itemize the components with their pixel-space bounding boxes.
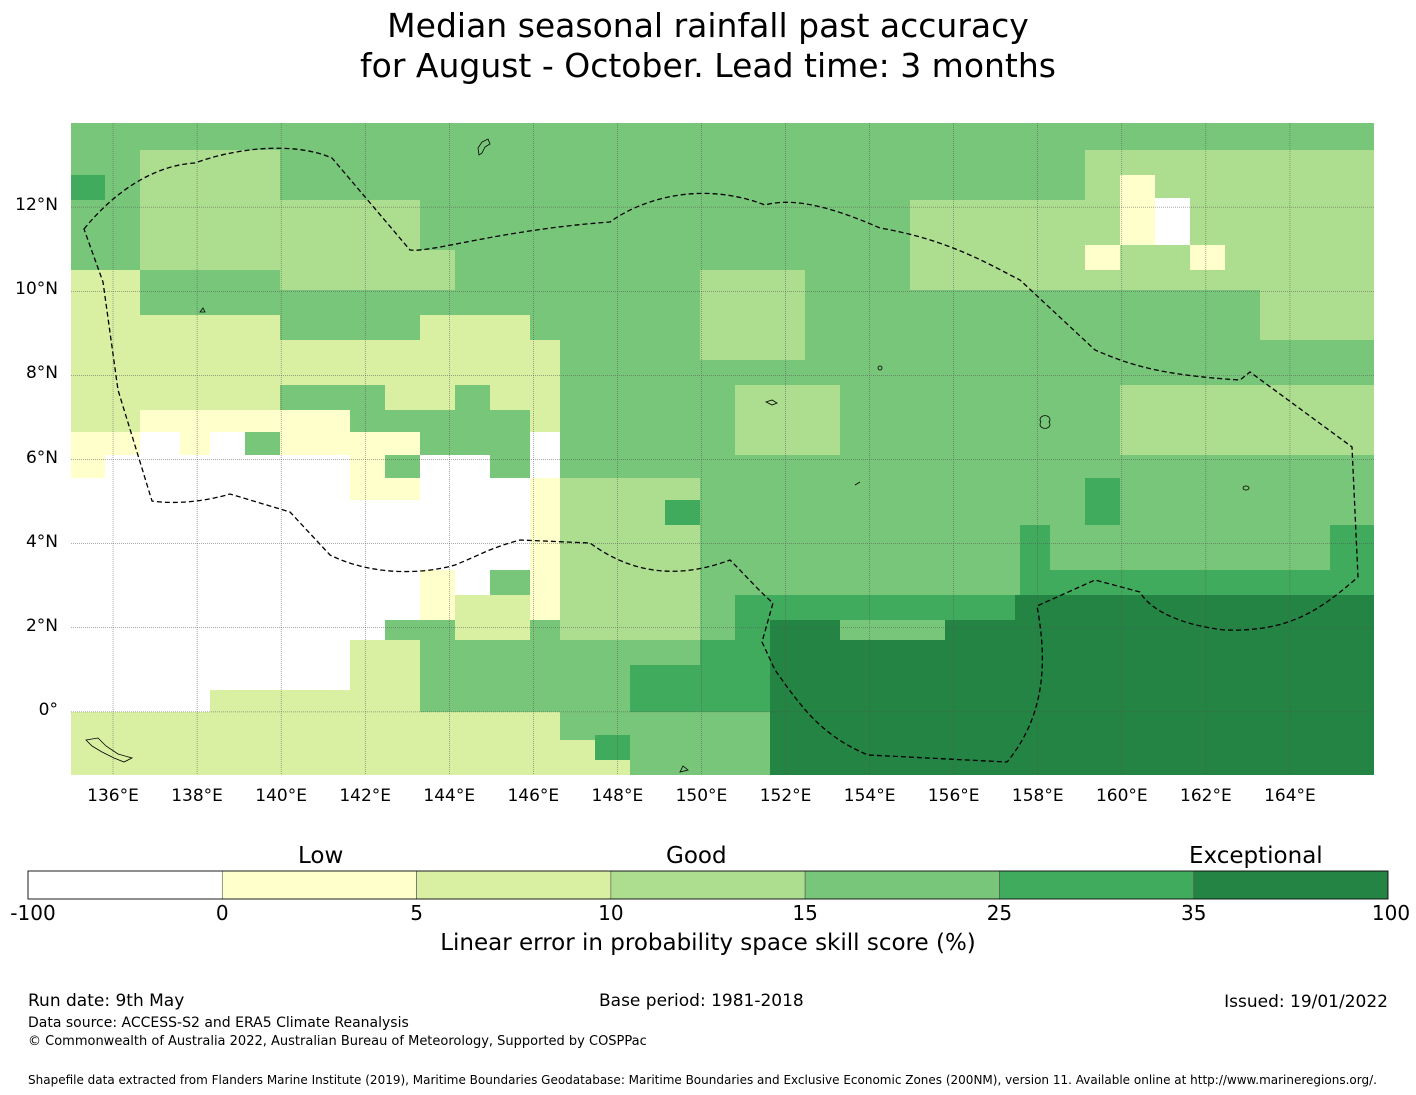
map-gridlines — [71, 123, 1374, 775]
lon-label: 136°E — [87, 786, 139, 806]
cell-region-yellow-south-2 — [420, 570, 455, 620]
cell-region-green-35 — [630, 525, 1374, 712]
cell-region-yellow-mid — [245, 410, 420, 478]
category-exceptional: Exceptional — [1189, 843, 1323, 869]
colorbar-swatch — [610, 870, 806, 900]
cell-region-midgreen-c — [910, 200, 1120, 290]
colorbar-tick-label: 35 — [1180, 901, 1207, 925]
lon-label: 164°E — [1264, 786, 1316, 806]
cell-region-yellow-ne — [1120, 175, 1155, 245]
colorbar-swatch — [221, 870, 417, 900]
lon-label: 150°E — [675, 786, 728, 806]
lon-label: 142°E — [339, 786, 392, 806]
lat-label: 12°N — [15, 195, 58, 216]
lon-label: 152°E — [759, 786, 812, 806]
cell-region-green-35-c — [665, 500, 700, 525]
colorbar-tick-label: 10 — [598, 901, 624, 925]
category-low: Low — [298, 843, 344, 869]
cell-region-green-35-b — [1085, 478, 1120, 525]
coastline-atoll-1 — [199, 307, 206, 313]
coastline-chuuk — [1039, 415, 1051, 429]
cell-region-midgreen-b — [700, 270, 805, 360]
cell-region-midgreen-f — [1120, 385, 1374, 455]
lat-label: 6°N — [25, 447, 58, 468]
cell-region-yellow-ne-2 — [1190, 245, 1225, 270]
skill-cells — [71, 150, 1374, 775]
lon-label: 146°E — [507, 786, 560, 806]
lat-label: 4°N — [25, 531, 58, 552]
cell-region-lightgreen-a — [71, 270, 560, 432]
lon-label: 148°E — [591, 786, 644, 806]
map-title-line-1: Median seasonal rainfall past accuracy — [387, 6, 1029, 45]
colorbar-swatch — [804, 870, 1000, 900]
data-source: Data source: ACCESS-S2 and ERA5 Climate … — [28, 1015, 409, 1031]
colorbar-tick-label: 25 — [986, 901, 1013, 925]
coastline-atoll-5 — [877, 365, 883, 371]
lon-label: 160°E — [1095, 786, 1148, 806]
cell-region-yellow-west — [71, 410, 245, 478]
cell-region-yellow-south-4 — [530, 478, 595, 620]
colorbar-outline — [27, 870, 1389, 900]
colorbar-tick-label: 0 — [215, 901, 229, 925]
coastline-new-guinea — [85, 737, 134, 763]
coastline-pohnpei — [764, 399, 778, 406]
coastline-atoll-4 — [854, 481, 861, 486]
lat-label: 8°N — [25, 363, 58, 384]
cell-region-midgreen-g — [735, 385, 840, 455]
cell-region-lightgreen-b — [71, 640, 630, 775]
lon-label: 144°E — [423, 786, 476, 806]
cell-region-white-ne — [1155, 198, 1190, 245]
map-title-line-2: for August - October. Lead time: 3 month… — [360, 46, 1056, 85]
colorbar-swatch — [1193, 870, 1389, 900]
cell-region-midgreen-d — [1085, 150, 1374, 340]
coastline-atoll-2 — [1242, 485, 1250, 491]
cell-region-white — [71, 432, 560, 712]
cell-region-yellow-south — [350, 478, 420, 500]
lat-label: 10°N — [15, 279, 58, 300]
lon-label: 138°E — [171, 786, 223, 806]
cell-region-green-35-e — [595, 735, 630, 760]
colorbar-tick-label: -100 — [10, 901, 56, 925]
lat-label: 0° — [38, 699, 58, 720]
lon-label: 154°E — [843, 786, 896, 806]
base-period: Base period: 1981-2018 — [599, 991, 804, 1011]
colorbar-tick-label: 100 — [1371, 901, 1411, 925]
run-date: Run date: 9th May — [28, 991, 185, 1011]
cell-region-lightgreen-c — [455, 595, 530, 640]
category-good: Good — [666, 843, 727, 869]
cell-region-yellow-ne-3 — [1085, 245, 1120, 270]
colorbar-tick-label: 5 — [410, 901, 423, 925]
coastline-atoll-3 — [679, 765, 689, 773]
shapefile-credit: Shapefile data extracted from Flanders M… — [28, 1073, 1377, 1087]
lon-label: 140°E — [255, 786, 307, 806]
lon-label: 156°E — [927, 786, 980, 806]
lon-label: 158°E — [1011, 786, 1064, 806]
colorbar-tick-label: 15 — [792, 901, 818, 925]
colorbar-swatch — [999, 870, 1195, 900]
coastlines — [85, 138, 1250, 773]
lat-label: 2°N — [25, 615, 58, 636]
colorbar-swatch — [416, 870, 612, 900]
cell-region-green-100 — [770, 595, 1374, 775]
lon-label: 162°E — [1180, 786, 1232, 806]
colorbar-label: Linear error in probability space skill … — [440, 930, 976, 956]
colorbar-swatch — [27, 870, 223, 900]
colorbar — [27, 870, 1389, 900]
copyright: © Commonwealth of Australia 2022, Austra… — [28, 1034, 647, 1049]
cell-region-green-35-d — [71, 175, 105, 200]
issued-date: Issued: 19/01/2022 — [1224, 992, 1388, 1012]
coastline-guam — [477, 138, 491, 156]
cell-region-midgreen-a — [140, 150, 455, 290]
